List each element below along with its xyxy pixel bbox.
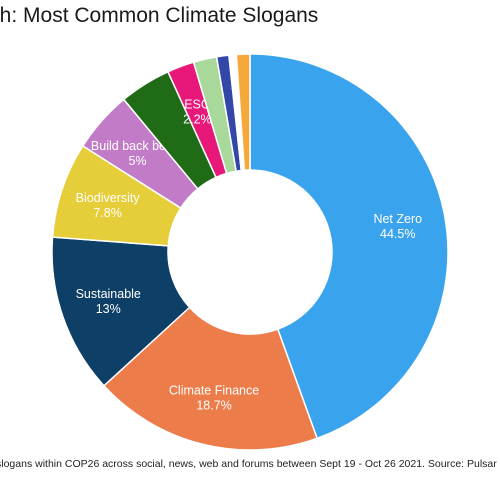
slice-value-build-back-better: 5% bbox=[128, 154, 146, 168]
slice-value-sustainable: 13% bbox=[96, 302, 121, 316]
slice-value-net-zero: 44.5% bbox=[380, 227, 415, 241]
slice-sustainable bbox=[51, 236, 191, 387]
slice-label-biodiversity: Biodiversity bbox=[76, 191, 141, 205]
slice-value-climate-finance: 18.7% bbox=[196, 399, 231, 413]
slice-label-sustainable: Sustainable bbox=[76, 287, 141, 301]
slice-unlabeled-10 bbox=[235, 53, 251, 171]
slice-label-net-zero: Net Zero bbox=[373, 212, 422, 226]
chart-caption: slogans within COP26 across social, news… bbox=[0, 458, 497, 470]
slice-net-zero bbox=[249, 53, 449, 440]
slice-value-esg: 2.2% bbox=[183, 113, 212, 127]
slice-label-esg: ESG bbox=[184, 98, 210, 112]
chart-title: ah: Most Common Climate Slogans bbox=[0, 4, 319, 27]
slice-value-biodiversity: 7.8% bbox=[93, 206, 122, 220]
slice-label-climate-finance: Climate Finance bbox=[169, 384, 259, 398]
slice-climate-finance bbox=[102, 306, 319, 451]
